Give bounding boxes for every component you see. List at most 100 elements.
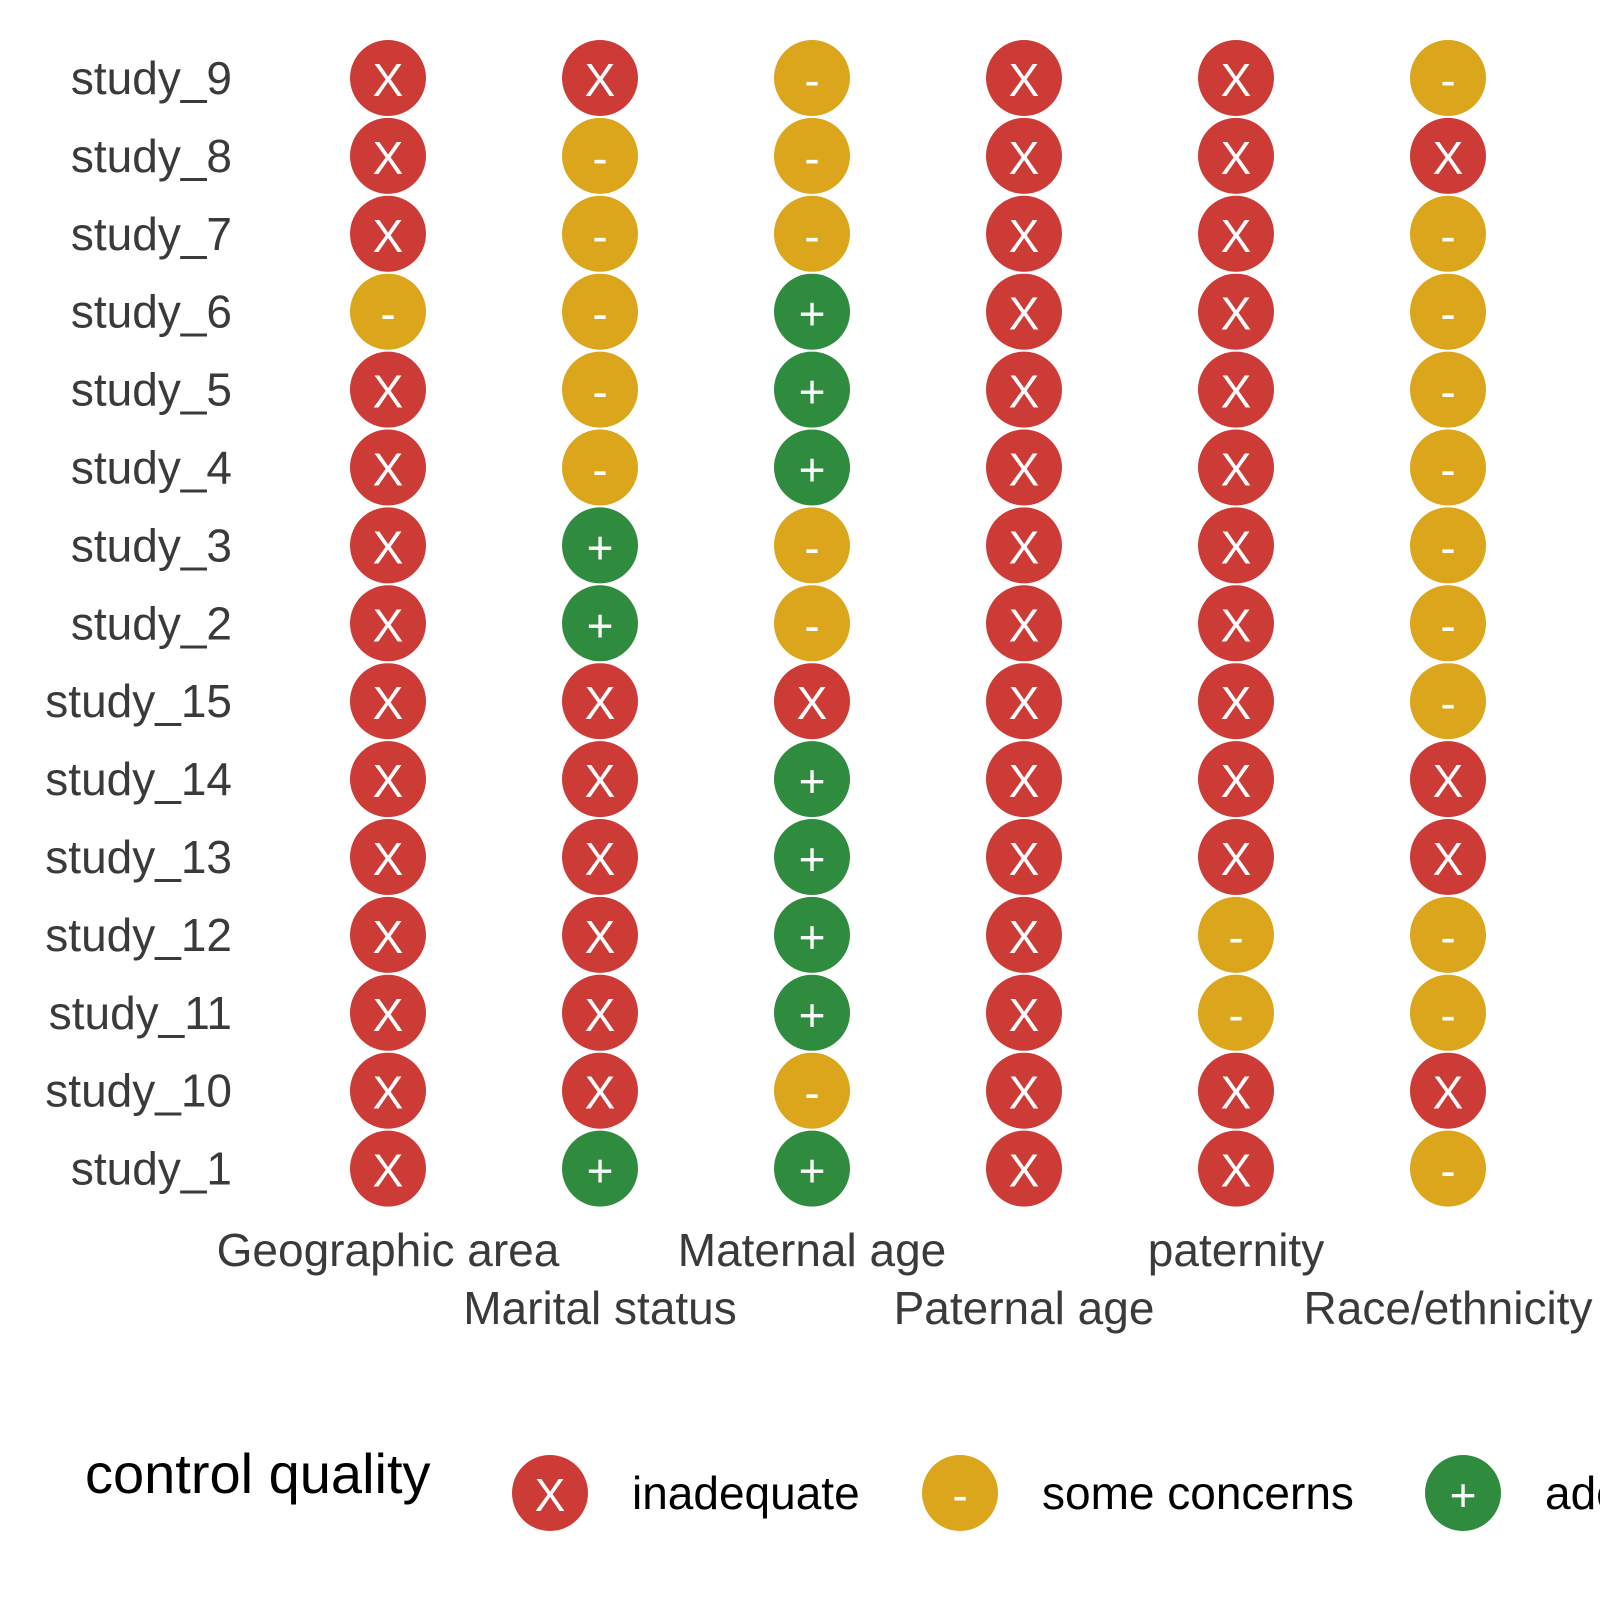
column-label: Geographic area [217,1224,560,1276]
quality-dot-symbol: X [373,132,404,184]
row-label: study_6 [71,286,232,338]
quality-dot-circle [350,585,426,662]
row-label: study_14 [45,753,232,805]
quality-dot-circle [562,273,638,350]
quality-dot-circle [562,507,638,584]
quality-dot-circle [562,351,638,428]
quality-dot-symbol: X [1009,444,1040,496]
quality-dot-symbol: X [1221,755,1252,807]
quality-dot: X [986,974,1062,1051]
quality-dot: X [562,974,638,1051]
quality-dot-symbol: X [1009,599,1040,651]
quality-dot-circle [1410,507,1486,584]
quality-dot-circle [562,40,638,116]
quality-dot: X [986,741,1062,818]
quality-dot: + [562,585,638,662]
quality-dot: X [1198,1130,1274,1207]
quality-dot: + [774,974,850,1051]
quality-dot: - [1410,974,1486,1051]
quality-dot-symbol: X [1009,911,1040,963]
quality-dot-circle [774,117,850,194]
quality-dot-circle [562,195,638,272]
quality-dot: - [774,40,850,116]
row-label: study_9 [71,52,232,104]
quality-dot: X [350,1130,426,1207]
quality-dot-symbol: - [1228,989,1243,1041]
quality-dot: - [562,429,638,506]
quality-dot-circle [350,974,426,1051]
quality-dot: X [986,896,1062,973]
row-label: study_2 [71,597,232,649]
quality-dot-symbol: + [799,989,826,1041]
quality-dot: X [1198,195,1274,272]
row-label: study_12 [45,909,232,961]
quality-dot-circle [350,429,426,506]
quality-dot: X [986,195,1062,272]
quality-dot: X [562,663,638,740]
row-label: study_10 [45,1065,232,1117]
quality-dot-symbol: X [373,521,404,573]
quality-dot-circle [774,40,850,116]
quality-dot-symbol: X [1221,132,1252,184]
quality-dot-circle [986,1052,1062,1129]
quality-dot: X [1410,741,1486,818]
quality-dot-symbol: - [1440,1145,1455,1197]
row-label: study_3 [71,519,232,571]
quality-dot: - [562,273,638,350]
quality-dot-circle [350,273,426,350]
quality-dot: X [350,819,426,895]
quality-dot: X [1198,40,1274,116]
quality-dot-symbol: X [585,833,616,885]
quality-dot: - [1410,1130,1486,1207]
quality-dot: X [986,1130,1062,1207]
quality-dot-symbol: X [1009,366,1040,418]
quality-dot: - [774,117,850,194]
quality-dot: + [774,741,850,818]
quality-dot: - [562,117,638,194]
row-label: study_7 [71,208,232,260]
quality-dot-circle [986,741,1062,818]
quality-dot-circle [774,741,850,818]
quality-dot: X [1198,819,1274,895]
quality-dot: X [1198,1052,1274,1129]
quality-dot-circle [1410,974,1486,1051]
quality-dot-symbol: - [592,132,607,184]
quality-dot-circle [1410,1130,1486,1207]
quality-dot: X [562,40,638,116]
quality-dot-symbol: - [1440,444,1455,496]
quality-dot: X [350,117,426,194]
column-label: Maternal age [678,1224,947,1276]
quality-dot: X [986,40,1062,116]
quality-dot-symbol: X [585,677,616,729]
quality-dot: X [562,896,638,973]
quality-dot: X [350,1052,426,1129]
legend-label: adequate [1545,1467,1600,1519]
quality-dot: - [774,585,850,662]
quality-dot-circle [350,195,426,272]
quality-dot-symbol: - [804,132,819,184]
quality-dot: X [986,507,1062,584]
quality-dot: X [1198,273,1274,350]
quality-dot: - [350,273,426,350]
quality-dot-circle [774,819,850,895]
quality-dot-symbol: X [1433,132,1464,184]
quality-dot: + [774,273,850,350]
quality-dot-symbol: X [1221,677,1252,729]
quality-dot-circle [1410,195,1486,272]
quality-dot-circle [350,117,426,194]
quality-dot: X [350,351,426,428]
quality-dot: X [986,1052,1062,1129]
quality-dot-symbol: - [1440,989,1455,1041]
quality-dot: X [350,741,426,818]
quality-dot-circle [774,351,850,428]
quality-dot-symbol: X [373,911,404,963]
quality-dot-circle [1410,117,1486,194]
quality-dot-circle [1410,1052,1486,1129]
quality-dot-symbol: + [587,521,614,573]
quality-dot-symbol: X [373,366,404,418]
quality-dot-symbol: X [1009,989,1040,1041]
quality-dot: - [1198,974,1274,1051]
